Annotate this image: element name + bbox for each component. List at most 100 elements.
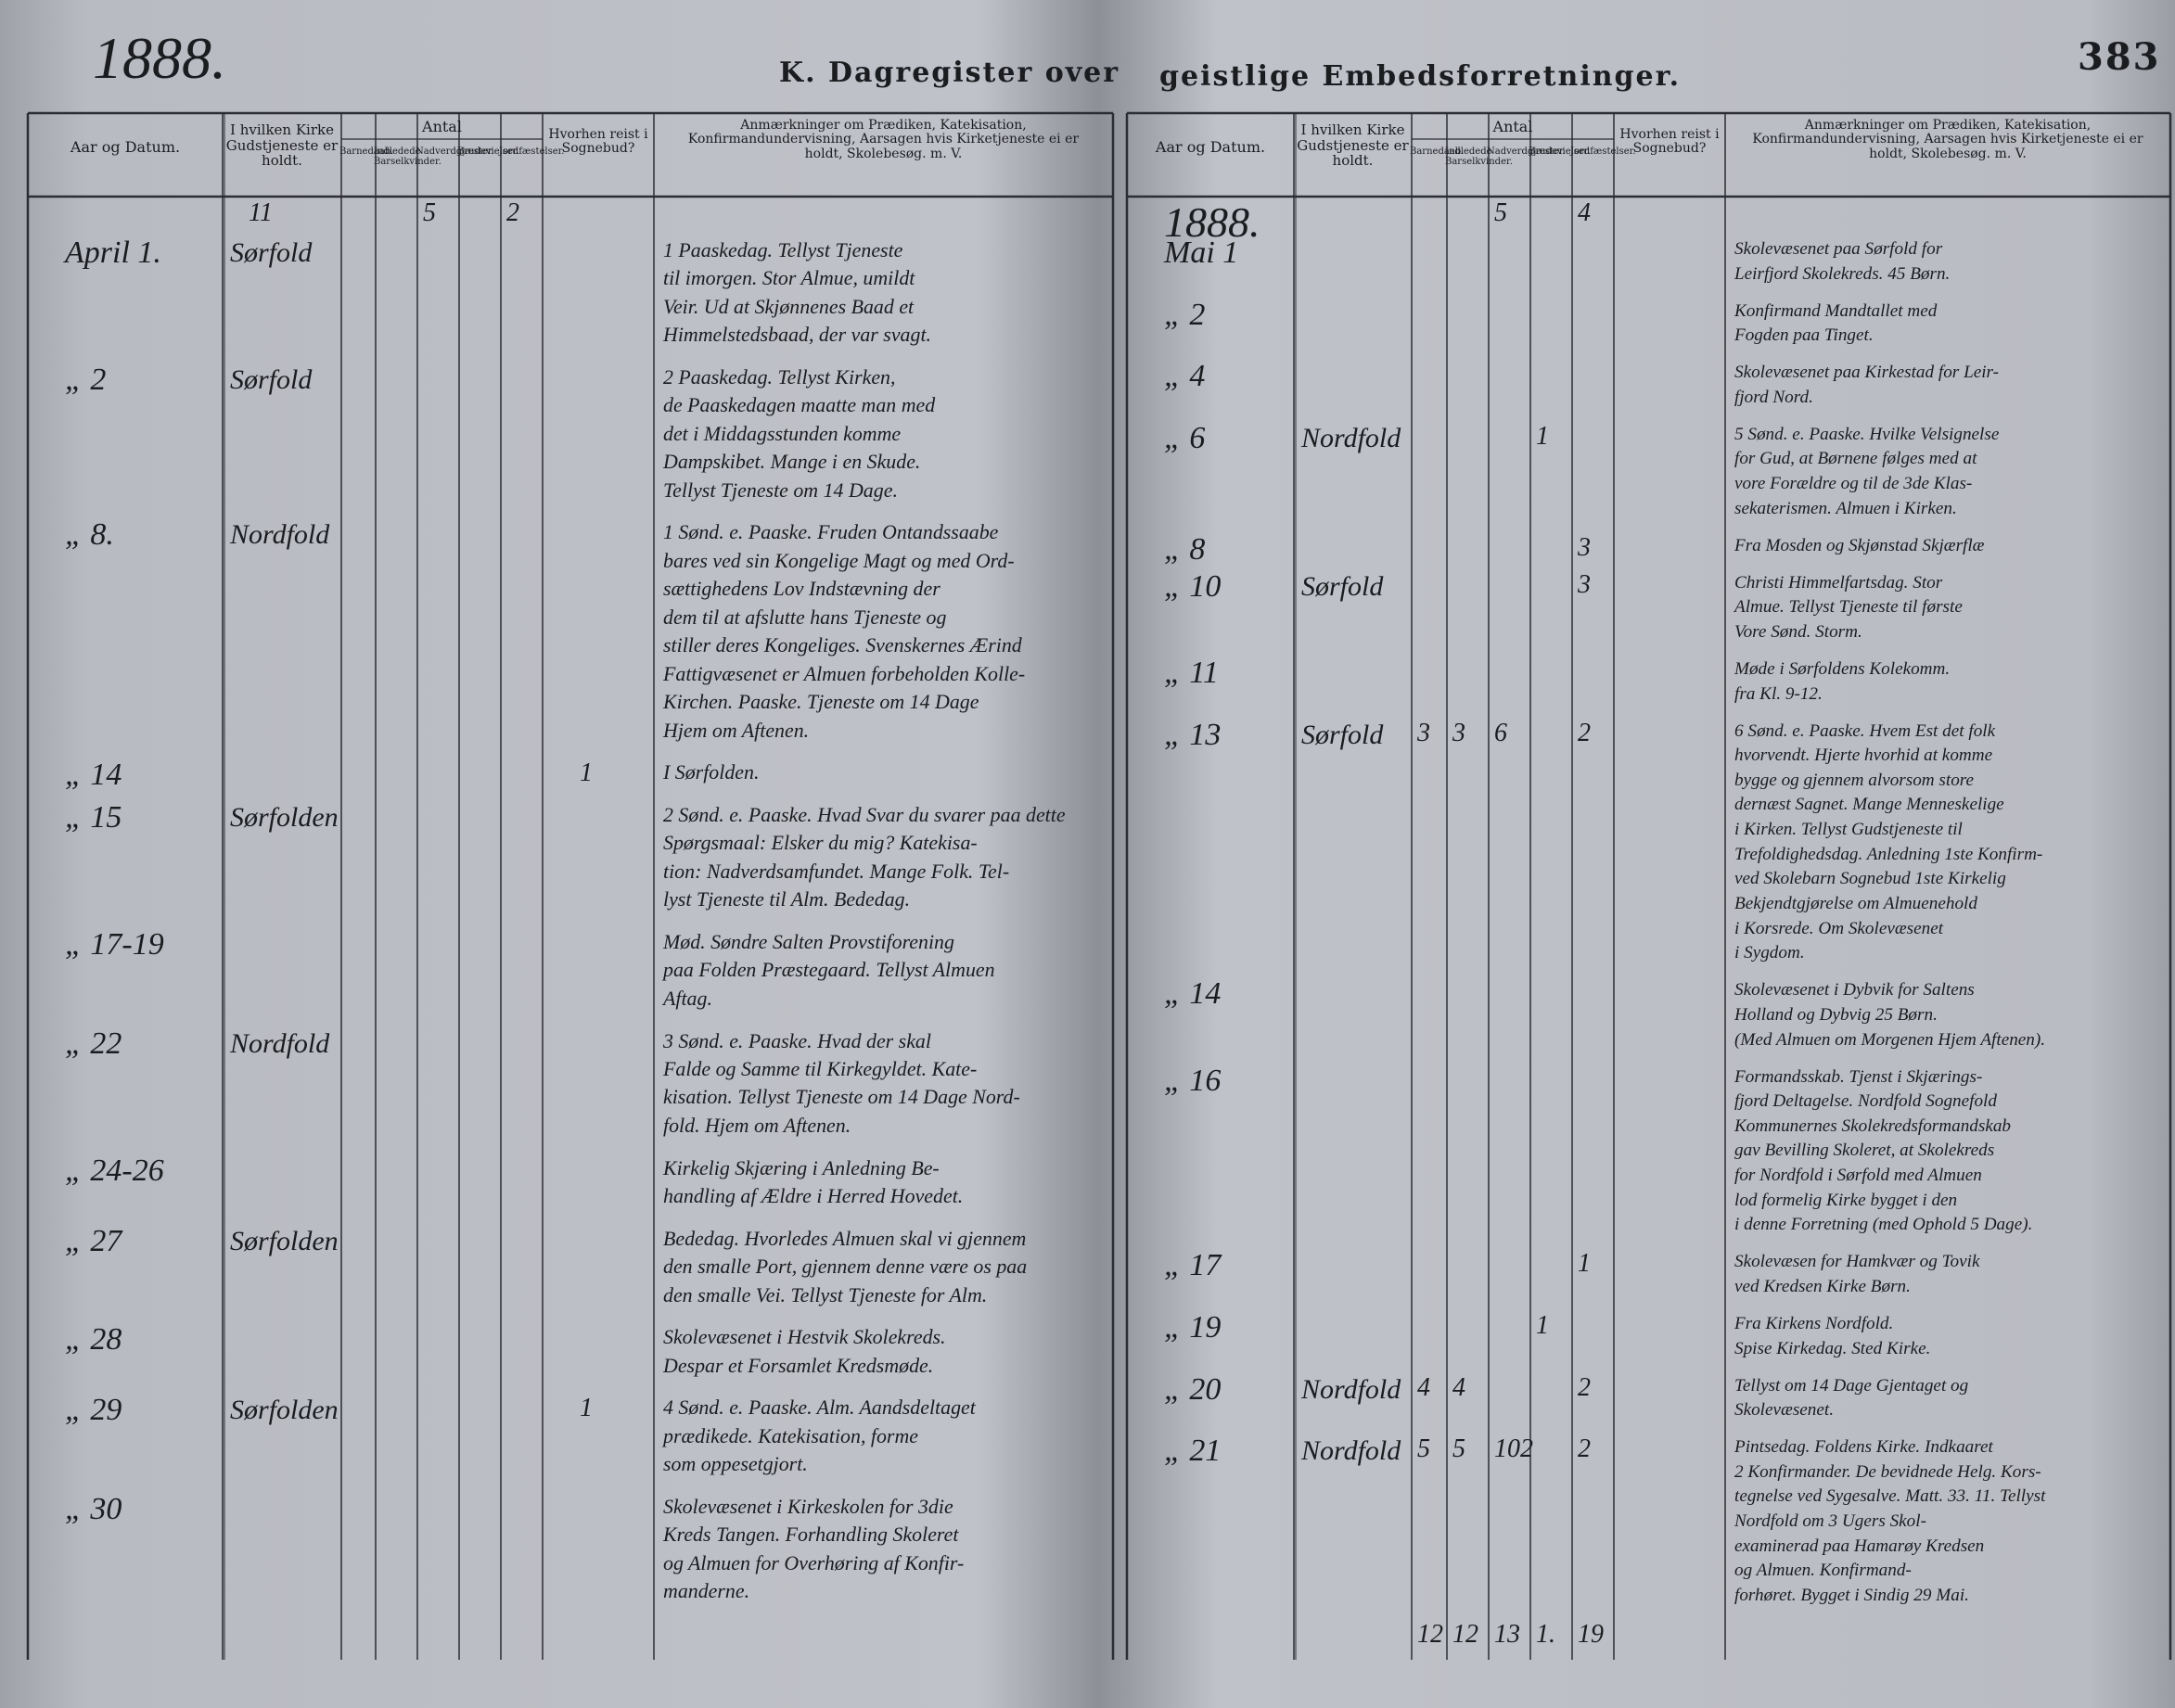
entry-indledede: 5 bbox=[1452, 1434, 1465, 1464]
entry-note: (Med Almuen om Morgenen Hjem Aftenen). bbox=[1734, 1029, 2046, 1050]
entry-note: Fattigvæsenet er Almuen forbeholden Koll… bbox=[663, 661, 1026, 685]
col-brude: Brudevielser. bbox=[457, 147, 519, 157]
entry-barnedaab: 5 bbox=[1417, 1434, 1430, 1464]
entry-note: Trefoldighedsdag. Anledning 1ste Konfirm… bbox=[1734, 844, 2043, 864]
entry-note: Skolevæsenet i Kirkeskolen for 3die bbox=[663, 1494, 953, 1518]
entry-note: dem til at afslutte hans Tjeneste og bbox=[663, 605, 947, 629]
title-left: K. Dagregister over bbox=[779, 57, 1120, 89]
col-nadver: Nadverdgjæster. bbox=[1487, 147, 1566, 157]
entry-note: Fra Mosden og Skjønstad Skjærflæ bbox=[1734, 535, 1985, 555]
entry-note: som oppesetgjort. bbox=[663, 1452, 808, 1476]
carried-church: 11 bbox=[249, 198, 273, 227]
entry-jordfaest: 3 bbox=[1578, 569, 1591, 599]
entry-note: Spise Kirkedag. Sted Kirke. bbox=[1734, 1338, 1931, 1358]
entry-date: „ 19 bbox=[1164, 1309, 1222, 1345]
entry-date: „ 10 bbox=[1164, 568, 1222, 604]
entry-note: fold. Hjem om Aftenen. bbox=[663, 1113, 851, 1137]
entry-note: Himmelstedsbaad, der var svagt. bbox=[663, 323, 932, 347]
entry-note: i Sygdom. bbox=[1734, 943, 1805, 963]
entry-church: Nordfold bbox=[1301, 422, 1401, 453]
col-sognebud: Hvorhen reist i Sognebud? bbox=[1619, 127, 1720, 157]
entry-indledede: 4 bbox=[1452, 1372, 1465, 1402]
entry-sognebud: 1 bbox=[580, 1394, 593, 1423]
entry-date: „ 21 bbox=[1164, 1434, 1222, 1469]
entry-note: Skolevæsen for Hamkvær og Tovik bbox=[1734, 1252, 1980, 1272]
carried-jordfaest: 2 bbox=[506, 198, 519, 227]
total-jordfaest: 19 bbox=[1578, 1620, 1604, 1649]
entry-note: for Nordfold i Sørfold med Almuen bbox=[1734, 1166, 1982, 1186]
entry-note: ved Kredsen Kirke Børn. bbox=[1734, 1277, 1911, 1296]
entry-date: „ 30 bbox=[65, 1491, 122, 1526]
entry-note: det i Middagsstunden komme bbox=[663, 421, 902, 445]
entry-church: Sørfold bbox=[230, 364, 313, 396]
col-barnedaab: Barnedaab. bbox=[339, 147, 394, 157]
entry-note: bygge og gjennem alvorsom store bbox=[1734, 770, 1975, 790]
entry-date: „ 28 bbox=[65, 1322, 122, 1357]
carried-date: 1888. bbox=[1164, 198, 1260, 246]
col-jordfaest: Jordfæstelser. bbox=[499, 147, 565, 157]
entry-note: paa Folden Præstegaard. Tellyst Almuen bbox=[663, 958, 995, 982]
col-church: I hvilken Kirke Gudstjeneste er holdt. bbox=[1297, 121, 1409, 169]
entry-nadver: 6 bbox=[1494, 718, 1507, 747]
col-antal: Antal bbox=[1492, 118, 1533, 135]
entry-note: vore Forældre og til de 3de Klas- bbox=[1734, 474, 1973, 494]
entry-date: „ 2 bbox=[1164, 297, 1206, 332]
entry-date: „ 22 bbox=[65, 1026, 122, 1061]
col-date: Aar og Datum. bbox=[1155, 138, 1266, 156]
entry-note: handling af Ældre i Herred Hovedet. bbox=[663, 1184, 964, 1208]
entry-date: „ 27 bbox=[65, 1223, 122, 1258]
entry-note: 1 Sønd. e. Paaske. Fruden Ontandssaabe bbox=[663, 520, 999, 544]
entry-note: Christi Himmelfartsdag. Stor bbox=[1734, 572, 1943, 593]
entry-date: „ 11 bbox=[1164, 655, 1219, 690]
entry-jordfaest: 3 bbox=[1578, 532, 1591, 562]
entry-note: 3 Sønd. e. Paaske. Hvad der skal bbox=[663, 1028, 931, 1052]
entry-note: manderne. bbox=[663, 1579, 750, 1603]
entry-note: Fra Kirkens Nordfold. bbox=[1734, 1313, 1894, 1333]
entry-brude: 1 bbox=[1536, 421, 1549, 451]
entry-note: examinerad paa Hamarøy Kredsen bbox=[1734, 1536, 1985, 1556]
total-brude: 1. bbox=[1536, 1620, 1555, 1649]
entry-note: Skolevæsenet i Hestvik Skolekreds. bbox=[663, 1325, 946, 1349]
total-indledede: 12 bbox=[1452, 1620, 1478, 1649]
entry-note: Vore Sønd. Storm. bbox=[1734, 621, 1862, 642]
entry-date: April 1. bbox=[65, 236, 161, 270]
entry-note: 1 Paaskedag. Tellyst Tjeneste bbox=[663, 238, 903, 261]
entry-note: den smalle Vei. Tellyst Tjeneste for Alm… bbox=[663, 1282, 988, 1306]
entry-note: Bededag. Hvorledes Almuen skal vi gjenne… bbox=[663, 1226, 1027, 1250]
entry-note: prædikede. Katekisation, forme bbox=[663, 1423, 919, 1447]
entry-note: Skolevæsenet. bbox=[1734, 1400, 1834, 1421]
entry-note: den smalle Port, gjennem denne være os p… bbox=[663, 1255, 1028, 1279]
entry-date: „ 2 bbox=[65, 363, 107, 398]
entry-church: Nordfold bbox=[230, 1027, 330, 1059]
entry-note: forhøret. Bygget i Sindig 29 Mai. bbox=[1734, 1586, 1969, 1606]
entry-date: Mai 1 bbox=[1164, 236, 1239, 270]
entry-note: Leirfjord Skolekreds. 45 Børn. bbox=[1734, 263, 1951, 284]
entry-note: kisation. Tellyst Tjeneste om 14 Dage No… bbox=[663, 1085, 1020, 1109]
entry-date: „ 29 bbox=[65, 1393, 122, 1428]
entry-date: „ 15 bbox=[65, 799, 122, 835]
entry-barnedaab: 3 bbox=[1417, 718, 1430, 747]
entry-note: fjord Deltagelse. Nordfold Sognefold bbox=[1734, 1091, 1997, 1112]
entry-church: Sørfold bbox=[230, 237, 313, 268]
entry-note: tegnelse ved Sygesalve. Matt. 33. 11. Te… bbox=[1734, 1486, 2046, 1507]
entry-church: Sørfold bbox=[1301, 719, 1384, 750]
entry-note: bares ved sin Kongelige Magt og med Ord- bbox=[663, 548, 1015, 572]
entry-note: ved Skolebarn Sognebud 1ste Kirkelig bbox=[1734, 869, 2006, 889]
col-brude: Brudevielser. bbox=[1529, 147, 1591, 157]
col-barnedaab: Barnedaab. bbox=[1410, 147, 1465, 157]
entry-church: Nordfold bbox=[1301, 1373, 1401, 1405]
entry-note: lod formelig Kirke bygget i den bbox=[1734, 1190, 1958, 1210]
entry-date: „ 4 bbox=[1164, 359, 1206, 394]
entry-note: i Korsrede. Om Skolevæsenet bbox=[1734, 918, 1944, 938]
entry-note: de Paaskedagen maatte man med bbox=[663, 393, 936, 417]
entry-church: Nordfold bbox=[1301, 1435, 1401, 1467]
entry-church: Sørfolden bbox=[230, 1225, 339, 1256]
entry-note: Pintsedag. Foldens Kirke. Indkaaret bbox=[1734, 1437, 1993, 1458]
entry-note: Aftag. bbox=[663, 986, 712, 1010]
entry-note: lyst Tjeneste til Alm. Bededag. bbox=[663, 887, 911, 911]
entry-note: Kommunernes Skolekredsformandskab bbox=[1734, 1115, 2012, 1136]
entry-jordfaest: 2 bbox=[1578, 1434, 1591, 1464]
entry-date: „ 6 bbox=[1164, 420, 1206, 455]
entry-note: Veir. Ud at Skjønnenes Baad et bbox=[663, 294, 915, 318]
entry-jordfaest: 2 bbox=[1578, 1372, 1591, 1402]
